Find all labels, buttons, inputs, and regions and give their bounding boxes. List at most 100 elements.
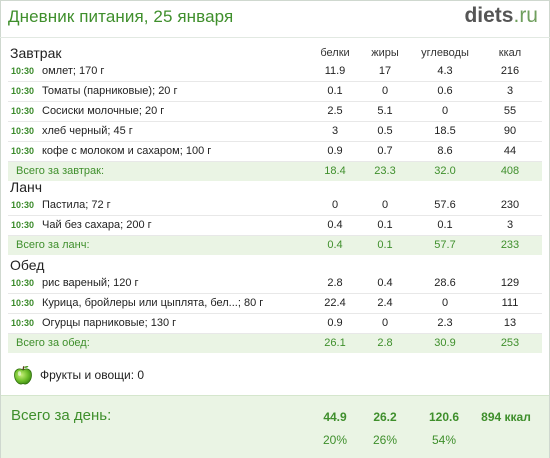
- total-protein: 26.1: [324, 337, 346, 349]
- total-fat: 2.8: [377, 337, 393, 349]
- food-protein: 0: [331, 199, 339, 211]
- food-name[interactable]: Огурцы парниковые; 130 г: [42, 317, 177, 329]
- food-kcal: 230: [500, 199, 520, 211]
- column-headers: белки жиры углеводы ккал: [0, 47, 550, 63]
- total-carbs: 32.0: [434, 165, 456, 177]
- food-row[interactable]: 10:30 кофе с молоком и сахаром; 100 г 0.…: [8, 142, 542, 162]
- food-row[interactable]: 10:30 Огурцы парниковые; 130 г 0.9 0 2.3…: [8, 314, 542, 334]
- food-protein: 2.8: [327, 277, 343, 289]
- food-protein: 0.1: [327, 85, 343, 97]
- food-row[interactable]: 10:30 Чай без сахара; 200 г 0.4 0.1 0.1 …: [8, 216, 542, 236]
- total-protein: 18.4: [324, 165, 346, 177]
- apple-icon: [12, 364, 34, 386]
- food-kcal: 3: [506, 85, 514, 97]
- food-name[interactable]: кофе с молоком и сахаром; 100 г: [42, 145, 212, 157]
- food-kcal: 111: [501, 297, 519, 309]
- food-protein: 0.9: [327, 145, 343, 157]
- food-fat: 17: [378, 65, 392, 77]
- food-fat: 0: [381, 85, 389, 97]
- food-fat: 0.4: [377, 277, 393, 289]
- food-fat: 0.1: [377, 219, 393, 231]
- meal-section-breakfast: Завтрак 10:30 омлет; 170 г 11.9 17 4.3 2…: [8, 44, 542, 181]
- food-row[interactable]: 10:30 Курица, бройлеры или цыплята, бел.…: [8, 294, 542, 314]
- food-time: 10:30: [11, 278, 35, 288]
- fruits-text: Фрукты и овощи: 0: [40, 368, 145, 382]
- total-protein: 0.4: [327, 239, 343, 251]
- food-protein: 0.9: [327, 317, 343, 329]
- food-name[interactable]: рис вареный; 120 г: [42, 277, 139, 289]
- meal-section-dinner: Обед 10:30 рис вареный; 120 г 2.8 0.4 28…: [8, 256, 542, 353]
- total-kcal: 408: [500, 165, 520, 177]
- food-kcal: 13: [503, 317, 517, 329]
- food-time: 10:30: [11, 126, 35, 136]
- food-carbs: 0: [441, 105, 449, 117]
- food-name[interactable]: Чай без сахара; 200 г: [42, 219, 152, 231]
- food-carbs: 28.6: [434, 277, 456, 289]
- meal-total-label: Всего за ланч:: [16, 239, 90, 251]
- food-name[interactable]: Сосиски молочные; 20 г: [42, 105, 165, 117]
- column-kcal: ккал: [498, 47, 522, 59]
- food-carbs: 57.6: [434, 199, 456, 211]
- food-kcal: 55: [503, 105, 517, 117]
- food-time: 10:30: [11, 200, 35, 210]
- food-fat: 2.4: [377, 297, 393, 309]
- food-kcal: 44: [503, 145, 517, 157]
- food-name[interactable]: Томаты (парниковые); 20 г: [42, 85, 178, 97]
- food-carbs: 4.3: [437, 65, 453, 77]
- total-kcal: 233: [500, 239, 520, 251]
- column-fat: жиры: [371, 47, 399, 59]
- meal-section-lunch: Ланч 10:30 Пастила; 72 г 0 0 57.6 230 10…: [8, 178, 542, 255]
- header-divider: [0, 37, 550, 38]
- meal-total-label: Всего за обед:: [16, 337, 90, 349]
- food-row[interactable]: 10:30 омлет; 170 г 11.9 17 4.3 216: [8, 62, 542, 82]
- total-fat: 23.3: [374, 165, 396, 177]
- column-protein: белки: [320, 47, 350, 59]
- total-kcal: 253: [500, 337, 520, 349]
- food-protein: 22.4: [324, 297, 346, 309]
- food-carbs: 0.1: [437, 219, 453, 231]
- day-protein: 44.9: [323, 410, 347, 424]
- food-name[interactable]: Пастила; 72 г: [42, 199, 111, 211]
- food-carbs: 2.3: [437, 317, 453, 329]
- day-fat-percent: 26%: [372, 433, 398, 447]
- site-logo[interactable]: diets.ru: [464, 4, 538, 28]
- meal-title: Ланч: [10, 179, 42, 195]
- food-name[interactable]: хлеб черный; 45 г: [42, 125, 133, 137]
- logo-brand: diets: [464, 4, 514, 27]
- food-row[interactable]: 10:30 Пастила; 72 г 0 0 57.6 230: [8, 196, 542, 216]
- food-carbs: 18.5: [434, 125, 456, 137]
- meal-total-row: Всего за ланч: 0.4 0.1 57.7 233: [8, 236, 542, 255]
- food-kcal: 90: [503, 125, 517, 137]
- food-row[interactable]: 10:30 Томаты (парниковые); 20 г 0.1 0 0.…: [8, 82, 542, 102]
- food-time: 10:30: [11, 146, 35, 156]
- food-time: 10:30: [11, 318, 35, 328]
- food-protein: 2.5: [327, 105, 343, 117]
- day-kcal: 894 ккал: [481, 410, 531, 424]
- meal-title: Завтрак: [10, 45, 62, 61]
- food-row[interactable]: 10:30 рис вареный; 120 г 2.8 0.4 28.6 12…: [8, 274, 542, 294]
- food-protein: 3: [331, 125, 339, 137]
- food-fat: 5.1: [377, 105, 393, 117]
- day-carbs: 120.6: [428, 410, 460, 424]
- day-carbs-percent: 54%: [431, 433, 457, 447]
- total-fat: 0.1: [377, 239, 393, 251]
- total-carbs: 30.9: [434, 337, 456, 349]
- page-title: Дневник питания, 25 января: [8, 7, 234, 26]
- food-row[interactable]: 10:30 хлеб черный; 45 г 3 0.5 18.5 90: [8, 122, 542, 142]
- food-kcal: 129: [500, 277, 520, 289]
- day-total-panel: Всего за день: 44.9 26.2 120.6 894 ккал …: [1, 395, 549, 458]
- food-carbs: 8.6: [437, 145, 453, 157]
- total-carbs: 57.7: [434, 239, 456, 251]
- meal-total-row: Всего за завтрак: 18.4 23.3 32.0 408: [8, 162, 542, 181]
- day-protein-percent: 20%: [322, 433, 348, 447]
- food-protein: 0.4: [327, 219, 343, 231]
- food-name[interactable]: Курица, бройлеры или цыплята, бел...; 80…: [42, 297, 264, 309]
- food-fat: 0: [381, 317, 389, 329]
- day-fat: 26.2: [373, 410, 397, 424]
- food-row[interactable]: 10:30 Сосиски молочные; 20 г 2.5 5.1 0 5…: [8, 102, 542, 122]
- food-protein: 11.9: [324, 65, 346, 77]
- food-time: 10:30: [11, 66, 35, 76]
- meal-title: Обед: [10, 257, 45, 273]
- food-name[interactable]: омлет; 170 г: [42, 65, 105, 77]
- food-kcal: 216: [500, 65, 520, 77]
